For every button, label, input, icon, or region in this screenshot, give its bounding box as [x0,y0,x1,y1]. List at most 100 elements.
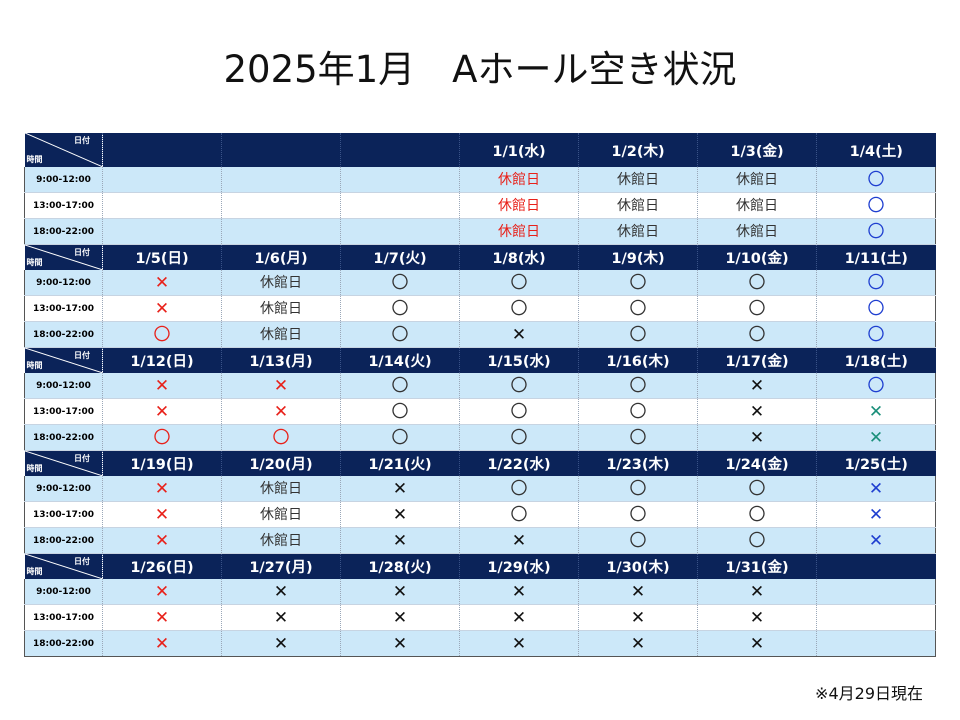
day-header-cell: 1/1(水) [459,133,579,167]
booked-mark: ✕ [868,401,884,422]
day-header-cell: 1/24(金) [697,450,817,476]
availability-cell: ✕ [459,321,579,348]
availability-cell: 〇 [578,527,698,554]
booked-mark: ✕ [392,530,408,551]
available-mark: 〇 [391,427,409,448]
day-header-cell: 1/27(月) [221,553,341,579]
booked-mark: ✕ [154,633,170,654]
availability-cell: 〇 [340,398,460,425]
day-header-cell: 1/17(金) [697,347,817,373]
booked-mark: ✕ [511,581,527,602]
day-header-cell: 1/31(金) [697,553,817,579]
closed-day-label: 休館日 [617,197,659,214]
available-mark: 〇 [153,427,171,448]
availability-cell: ✕ [102,630,222,657]
availability-cell: 〇 [340,321,460,348]
corner-header-cell: 日付 時間 [24,133,103,167]
availability-cell: ✕ [221,579,341,605]
time-slot-label: 18:00-22:00 [24,218,103,245]
day-header-cell: 1/13(月) [221,347,341,373]
closed-day-label: 休館日 [498,223,540,240]
time-slot-row: 18:00-22:00 〇 〇 〇 〇 〇 ✕ ✕ [24,424,936,451]
booked-mark: ✕ [273,401,289,422]
availability-cell: 〇 [221,424,341,451]
availability-cell: 〇 [816,192,936,219]
available-mark: 〇 [510,401,528,422]
availability-cell: ✕ [340,630,460,657]
availability-table: 日付 時間 1/1(水) 1/2(木) 1/3(金) 1/4(土) 9:00-12:00 休館… [24,133,936,657]
availability-cell: ✕ [340,501,460,528]
available-mark: 〇 [510,272,528,293]
availability-cell [340,218,460,245]
availability-cell: 〇 [816,218,936,245]
time-slot-label: 9:00-12:00 [24,270,103,296]
closed-day-label: 休館日 [260,480,302,497]
booked-mark: ✕ [749,401,765,422]
day-header-cell: 1/28(火) [340,553,460,579]
availability-cell: 〇 [578,424,698,451]
availability-cell: ✕ [816,424,936,451]
booked-mark: ✕ [392,478,408,499]
closed-day-label: 休館日 [260,532,302,549]
availability-cell: ✕ [697,604,817,631]
day-header-cell: 1/26(日) [102,553,222,579]
time-slot-label: 9:00-12:00 [24,167,103,193]
booked-mark: ✕ [630,633,646,654]
availability-cell: 〇 [459,424,579,451]
corner-time-label: 時間 [26,567,43,576]
booked-mark: ✕ [273,375,289,396]
corner-time-label: 時間 [26,464,43,473]
availability-cell: 〇 [697,295,817,322]
availability-cell [221,167,341,193]
closed-day-label: 休館日 [260,300,302,317]
booked-mark: ✕ [392,581,408,602]
available-mark: 〇 [391,375,409,396]
booked-mark: ✕ [749,581,765,602]
booked-mark: ✕ [749,607,765,628]
availability-cell: 〇 [578,373,698,399]
available-mark: 〇 [153,324,171,345]
booked-mark: ✕ [511,607,527,628]
closed-day-label: 休館日 [260,274,302,291]
day-header-cell: 1/22(水) [459,450,579,476]
availability-cell [816,630,936,657]
availability-cell: 〇 [459,270,579,296]
week-header-row: 日付 時間 1/19(日) 1/20(月) 1/21(火) 1/22(水) 1/23(木) 1… [24,450,936,476]
diagonal-divider [24,451,103,476]
availability-cell: 〇 [459,398,579,425]
booked-mark: ✕ [154,478,170,499]
time-slot-row: 9:00-12:00 ✕ ✕ ✕ ✕ ✕ ✕ [24,579,936,605]
availability-cell: 休館日 [697,167,817,193]
available-mark: 〇 [748,298,766,319]
availability-cell: 休館日 [221,501,341,528]
available-mark: 〇 [391,401,409,422]
closed-day-label: 休館日 [498,197,540,214]
booked-mark: ✕ [392,504,408,525]
availability-cell: 〇 [816,295,936,322]
day-header-cell: 1/4(土) [816,133,936,167]
availability-table-body: 日付 時間 1/1(水) 1/2(木) 1/3(金) 1/4(土) 9:00-12:00 休館… [24,133,936,657]
time-slot-label: 18:00-22:00 [24,321,103,348]
day-header-cell: 1/12(日) [102,347,222,373]
availability-cell: 〇 [816,167,936,193]
closed-day-label: 休館日 [736,171,778,188]
available-mark: 〇 [867,195,885,216]
booked-mark: ✕ [154,272,170,293]
availability-cell: 休館日 [697,218,817,245]
blank-header-cell [102,133,222,167]
available-mark: 〇 [748,272,766,293]
available-mark: 〇 [510,478,528,499]
availability-cell: 休館日 [459,192,579,219]
available-mark: 〇 [391,298,409,319]
time-slot-label: 13:00-17:00 [24,192,103,219]
time-slot-label: 13:00-17:00 [24,398,103,425]
availability-cell: ✕ [459,527,579,554]
diagonal-divider [24,245,103,270]
corner-date-label: 日付 [74,136,90,145]
closed-day-label: 休館日 [736,223,778,240]
day-header-cell: 1/9(木) [578,244,698,270]
corner-time-label: 時間 [26,258,43,267]
closed-day-label: 休館日 [260,506,302,523]
available-mark: 〇 [867,169,885,190]
availability-cell: 休館日 [221,270,341,296]
